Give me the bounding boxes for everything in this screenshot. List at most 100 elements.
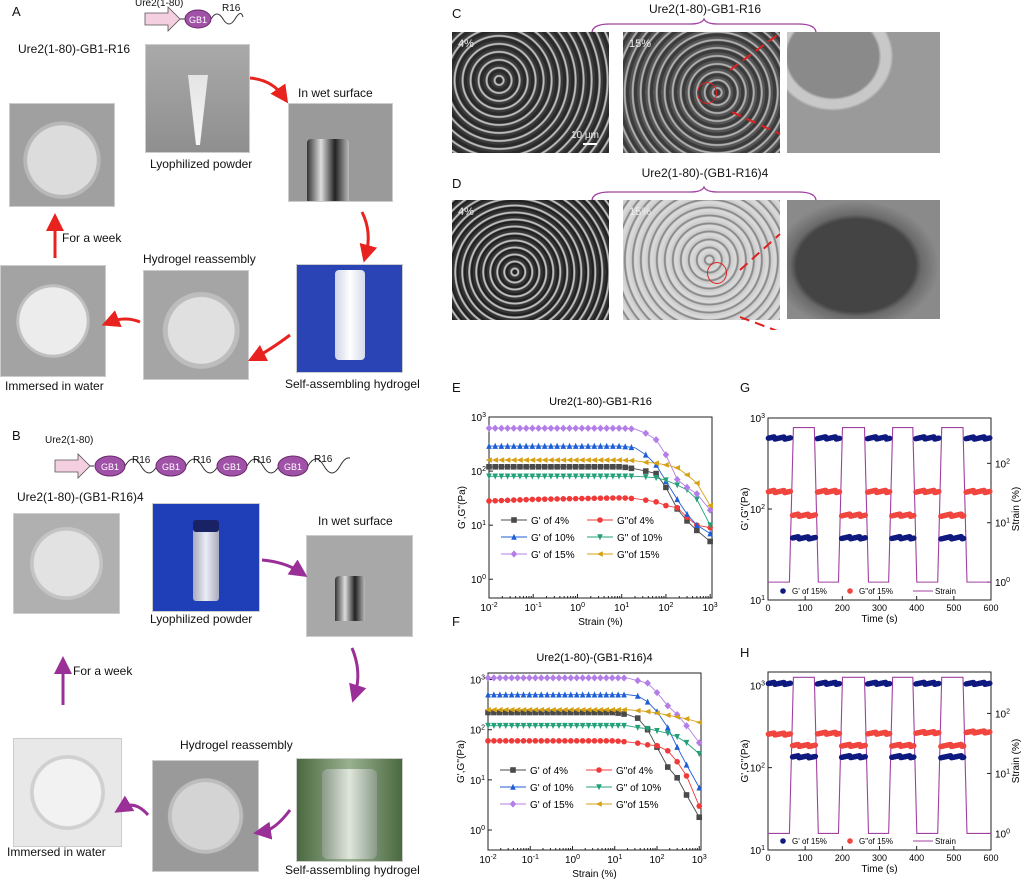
caption-reassembly-a: Hydrogel reassembly [143, 252, 256, 266]
data-point [491, 424, 499, 432]
arrow-icon [249, 76, 289, 104]
data-point [597, 442, 604, 449]
data-point [514, 722, 521, 730]
data-point [502, 738, 509, 744]
data-point [886, 680, 893, 687]
tick-label: 101 [995, 768, 1010, 780]
series-1 [765, 728, 993, 750]
legend-label: G"of 15% [859, 587, 893, 596]
process-arrows [46, 76, 378, 840]
gb1-label: GB1 [101, 462, 119, 472]
data-point [573, 706, 580, 713]
data-point [696, 803, 703, 809]
data-point [578, 424, 586, 432]
legend-label: G"of 15% [859, 837, 893, 846]
data-point [664, 730, 671, 737]
series-0 [765, 679, 993, 761]
tick-label: 10-2 [480, 602, 497, 614]
r16-label-b-3: R16 [253, 455, 272, 466]
data-point [529, 457, 536, 463]
data-point [568, 709, 574, 716]
data-point [603, 473, 610, 480]
data-point [554, 463, 560, 470]
data-point [560, 424, 567, 432]
data-point [597, 517, 603, 523]
legend-label: G"of 4% [617, 516, 654, 527]
tick-label: 500 [946, 603, 961, 613]
y2-axis-label: Strain (%) [1011, 739, 1022, 783]
strain-line [768, 427, 991, 583]
data-point [787, 731, 794, 737]
panel-label-h: H [740, 645, 750, 660]
data-point [663, 477, 669, 484]
data-point [622, 495, 629, 501]
data-point [529, 424, 536, 432]
data-point [695, 739, 703, 747]
data-point [517, 463, 523, 470]
data-point [491, 709, 497, 716]
data-point [987, 435, 993, 441]
series-0 [486, 463, 713, 545]
tick-label: 600 [983, 853, 998, 863]
data-point [526, 674, 533, 682]
panel-label-d: D [452, 176, 462, 191]
data-point [504, 463, 511, 470]
chart-G: Time (s) G',G''(Pa) Strain (%) 0 100 200 300 40… [740, 413, 1022, 625]
data-point [579, 706, 586, 713]
data-point [548, 463, 554, 470]
panel-label-b: B [12, 428, 21, 443]
caption-week-b: For a week [73, 664, 133, 678]
data-point [547, 457, 554, 463]
data-point [510, 463, 517, 470]
legend-marker [847, 588, 853, 594]
data-point [554, 496, 560, 502]
sem-tag: 4% [458, 38, 474, 50]
data-point [585, 495, 591, 502]
data-point [498, 442, 505, 449]
strain-line [768, 676, 991, 835]
data-point [550, 709, 556, 716]
data-point [510, 442, 517, 449]
data-point [615, 691, 621, 698]
data-point [653, 470, 659, 477]
tick-label: 101 [607, 854, 622, 866]
data-point [644, 742, 651, 748]
data-point [529, 442, 536, 449]
data-point [486, 442, 492, 449]
data-point [653, 499, 659, 505]
data-point [572, 457, 579, 463]
data-point [610, 495, 616, 501]
tick-label: 103 [692, 854, 707, 866]
data-point [579, 674, 586, 682]
photo-wet-surface-a [288, 103, 393, 202]
x-axis-label: Time (s) [861, 864, 897, 875]
data-point [579, 473, 585, 480]
series-2 [486, 442, 713, 537]
tick-label: 101 [470, 775, 485, 787]
legend-label: G' of 15% [792, 587, 827, 596]
construct-diagram-a: GB1 [144, 6, 244, 32]
data-point [609, 722, 616, 730]
data-point [573, 738, 580, 744]
data-point [579, 463, 585, 470]
data-point [520, 722, 527, 730]
tick-label: 100 [798, 853, 813, 863]
data-point [653, 710, 660, 716]
tick-label: 101 [995, 518, 1010, 530]
data-point [693, 490, 701, 498]
data-point [684, 518, 690, 524]
data-point [520, 691, 527, 698]
tick-label: 102 [995, 458, 1010, 470]
data-point [514, 691, 521, 698]
legend-label: G' of 4% [531, 516, 569, 527]
data-point [812, 753, 819, 760]
data-point [936, 680, 942, 687]
data-point [591, 442, 598, 449]
data-point [556, 738, 562, 744]
data-point [642, 459, 649, 466]
plot-frame [767, 417, 992, 601]
data-point [585, 738, 592, 744]
data-point [573, 674, 581, 682]
data-point [610, 463, 616, 470]
tick-label: 101 [614, 602, 629, 614]
